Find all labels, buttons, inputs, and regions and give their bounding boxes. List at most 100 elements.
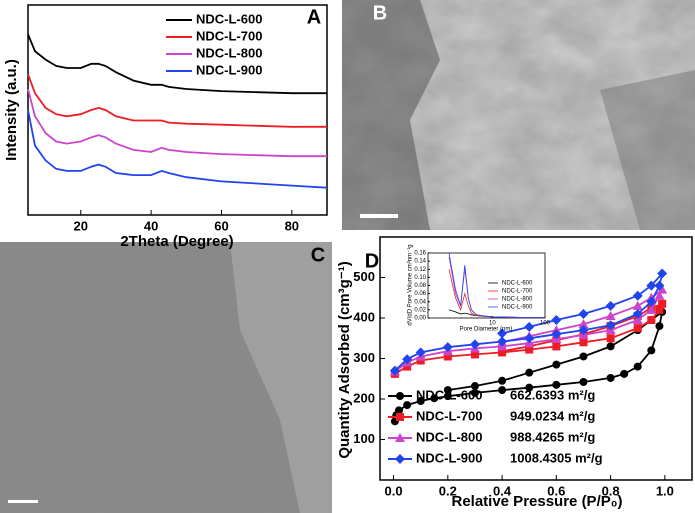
marker: [658, 299, 667, 308]
y-axis-label: Intensity (a.u.): [3, 59, 20, 161]
marker: [403, 362, 412, 371]
marker: [579, 352, 588, 361]
marker: [605, 310, 616, 320]
legend-label: NDC-L-600: [416, 387, 482, 402]
marker: [525, 383, 534, 392]
marker: [469, 339, 480, 350]
marker: [632, 290, 643, 301]
marker: [497, 328, 508, 339]
marker: [633, 324, 642, 333]
chart: 0.0 0.2 0.4 0.6 0.8 1.0 100 200 300 400 500 Relativ…: [336, 236, 693, 510]
marker: [443, 352, 452, 361]
y-tick-label: 0.14: [414, 259, 426, 265]
marker: [524, 333, 535, 344]
legend-area-label: 988.4265 m²/g: [510, 429, 595, 444]
legend-label: NDC-L-700: [196, 28, 262, 43]
marker: [525, 368, 534, 377]
x-tick-label: 0.0: [385, 483, 403, 498]
marker: [632, 300, 643, 310]
marker: [416, 397, 425, 406]
x-tick-label: 0.4: [493, 483, 512, 498]
marker: [633, 362, 642, 371]
x-tick-label: 80: [285, 218, 299, 233]
x-tick-label: 0.8: [602, 483, 620, 498]
marker: [655, 322, 664, 331]
marker: [578, 325, 589, 336]
y-tick-label: 0.04: [414, 299, 426, 305]
marker: [389, 365, 400, 376]
legend-label: NDC-L-900: [416, 450, 482, 465]
marker: [579, 338, 588, 347]
y-tick-label: 0.16: [414, 251, 426, 257]
tem-image-b: B: [342, 0, 695, 230]
marker: [579, 377, 588, 386]
marker: [443, 386, 452, 395]
marker: [498, 347, 507, 356]
marker: [606, 334, 615, 343]
legend-label: NDC-L-700: [502, 289, 533, 295]
x-axis-label: 2Theta (Degree): [120, 233, 233, 250]
marker: [394, 406, 403, 415]
marker: [497, 336, 508, 347]
marker: [657, 284, 668, 294]
marker: [657, 268, 668, 279]
marker: [403, 401, 412, 410]
marker: [605, 300, 616, 311]
y-axis-label: dV/dD Pore Volume cm³nm⁻¹g: [408, 244, 414, 325]
legend-label: NDC-L-600: [196, 11, 262, 26]
series-line: [448, 252, 545, 318]
series-line: [27, 88, 327, 158]
marker: [632, 315, 643, 325]
hrtem-image-c: C: [0, 242, 332, 513]
series-line: [27, 109, 328, 189]
marker: [620, 369, 629, 378]
marker: [578, 319, 589, 329]
series-line: [27, 34, 327, 95]
legend-label: NDC-L-900: [196, 62, 262, 77]
marker: [395, 433, 405, 442]
panel-label: C: [311, 244, 325, 266]
marker: [632, 308, 643, 319]
y-tick-label: 0.00: [414, 316, 426, 322]
marker: [605, 320, 616, 331]
x-tick-label: 0.2: [439, 483, 457, 498]
chart: 20 40 60 80 2Theta (Degree) Intensity (a.u.) A…: [3, 4, 328, 250]
legend-label: NDC-L-600: [502, 281, 533, 287]
series-line: [27, 73, 327, 128]
legend-label: NDC-L-800: [502, 297, 533, 303]
marker: [647, 316, 656, 325]
marker: [551, 329, 562, 340]
marker: [646, 296, 657, 307]
marker: [647, 346, 656, 355]
marker: [654, 290, 665, 300]
y-tick-label: 300: [353, 350, 375, 365]
x-tick-label: 10: [489, 321, 496, 327]
marker: [498, 376, 507, 385]
y-tick-label: 100: [353, 431, 375, 446]
marker: [396, 392, 404, 400]
x-tick-label: 20: [74, 218, 88, 233]
marker: [416, 356, 425, 365]
marker: [443, 392, 452, 401]
marker: [470, 388, 479, 397]
legend-area-label: 949.0234 m²/g: [510, 408, 595, 423]
marker: [551, 315, 562, 326]
legend-area-label: 1008.4305 m²/g: [510, 450, 603, 465]
marker: [430, 394, 439, 403]
marker: [655, 305, 664, 314]
panel-label: A: [307, 6, 321, 28]
chart: 10 100 0.00 0.02 0.04 0.06 0.08 0.10 0.12 0.14 0.1…: [408, 244, 551, 332]
legend-label: NDC-L-900: [502, 305, 533, 311]
y-tick-label: 0.12: [414, 267, 426, 273]
marker: [606, 373, 615, 382]
marker: [470, 382, 479, 391]
marker: [552, 342, 561, 351]
marker: [415, 347, 426, 358]
x-tick-label: 40: [144, 218, 158, 233]
marker: [606, 342, 615, 351]
x-tick-label: 1.0: [656, 483, 674, 498]
legend-label: NDC-L-700: [416, 408, 482, 423]
x-tick-label: 60: [214, 218, 228, 233]
y-tick-label: 500: [353, 269, 375, 284]
